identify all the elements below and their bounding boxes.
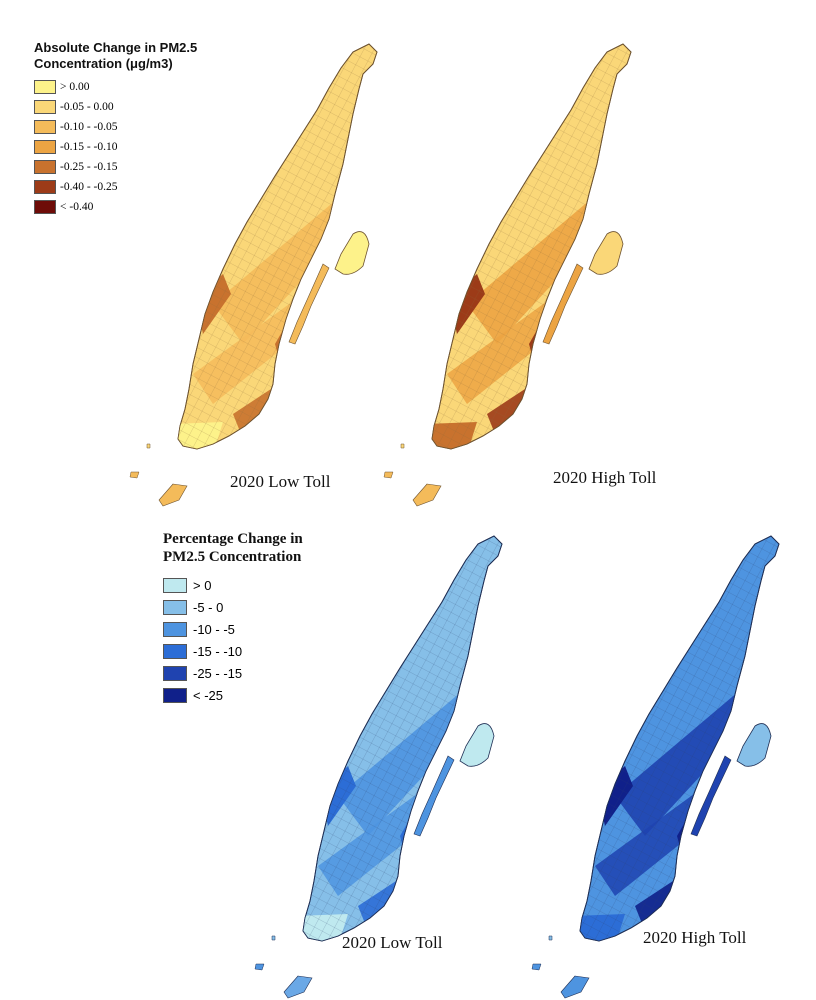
abs-legend-item: -0.15 - -0.10: [34, 137, 197, 157]
island-ellis: [271, 935, 276, 941]
abs-legend-item: > 0.00: [34, 77, 197, 97]
island-roosevelt: [459, 723, 495, 767]
abs-legend-swatch: [34, 100, 56, 115]
pct-legend-swatch: [163, 643, 187, 659]
map-label-pct-high: 2020 High Toll: [643, 928, 747, 947]
island-outline: [302, 535, 503, 942]
abs-legend-label: -0.05 - 0.00: [60, 101, 114, 114]
pct-legend-item: -25 - -15: [163, 662, 303, 684]
island-liberty: [531, 963, 542, 971]
pct-legend-item: -10 - -5: [163, 618, 303, 640]
island-governors: [158, 483, 188, 507]
island-roosevelt: [334, 231, 370, 275]
abs-legend: Absolute Change in PM2.5 Concentration (…: [34, 40, 197, 217]
abs-legend-items: > 0.00 -0.05 - 0.00 -0.10 - -0.05 -0.15 - -…: [34, 77, 197, 217]
map-abs-high-toll: [383, 43, 632, 507]
abs-legend-item: < -0.40: [34, 197, 197, 217]
pct-legend-swatch: [163, 665, 187, 681]
abs-legend-label: -0.10 - -0.05: [60, 121, 118, 134]
pct-legend-label: -10 - -5: [193, 621, 235, 637]
pct-legend-label: -25 - -15: [193, 665, 243, 681]
pct-legend-title-line1: Percentage Change in: [163, 531, 303, 547]
island-roosevelt: [588, 231, 624, 275]
abs-legend-title-line2: Concentration (μg/m3): [34, 55, 173, 71]
island-liberty: [383, 471, 394, 479]
pct-legend-item: > 0: [163, 574, 303, 596]
abs-legend-item: -0.25 - -0.15: [34, 157, 197, 177]
island-liberty: [254, 963, 265, 971]
abs-legend-item: -0.40 - -0.25: [34, 177, 197, 197]
abs-legend-label: > 0.00: [60, 81, 90, 94]
island-strip: [690, 755, 732, 837]
map-label-abs-low: 2020 Low Toll: [230, 472, 331, 491]
pct-legend-swatch: [163, 621, 187, 637]
abs-legend-title: Absolute Change in PM2.5 Concentration (…: [34, 40, 197, 71]
island-roosevelt: [736, 723, 772, 767]
abs-legend-label: -0.15 - -0.10: [60, 141, 118, 154]
pct-legend-label: -15 - -10: [193, 643, 243, 659]
pct-legend-label: -5 - 0: [193, 599, 224, 615]
island-outline: [431, 43, 632, 450]
abs-legend-item: -0.05 - 0.00: [34, 97, 197, 117]
island-strip: [542, 263, 584, 345]
map-pct-low-toll: [254, 535, 503, 999]
island-liberty: [129, 471, 140, 479]
abs-legend-swatch: [34, 200, 56, 215]
island-strip: [413, 755, 455, 837]
island-governors: [412, 483, 442, 507]
pct-legend-label: > 0: [193, 577, 212, 593]
map-label-pct-low: 2020 Low Toll: [342, 933, 443, 952]
map-pct-high-toll: [531, 535, 780, 999]
abs-legend-item: -0.10 - -0.05: [34, 117, 197, 137]
abs-legend-swatch: [34, 140, 56, 155]
pct-legend-label: < -25: [193, 687, 223, 703]
island-outline: [177, 43, 378, 450]
abs-legend-swatch: [34, 80, 56, 95]
pct-legend-item: < -25: [163, 684, 303, 706]
island-strip: [288, 263, 330, 345]
pct-legend-items: > 0 -5 - 0 -10 - -5 -15 - -10 -25 - -15 < -25: [163, 574, 303, 706]
pct-legend-item: -5 - 0: [163, 596, 303, 618]
island-governors: [283, 975, 313, 999]
map-abs-low-toll: [129, 43, 378, 507]
island-ellis: [146, 443, 151, 449]
abs-legend-label: -0.40 - -0.25: [60, 181, 118, 194]
pct-legend-item: -15 - -10: [163, 640, 303, 662]
pct-legend: Percentage Change in PM2.5 Concentration…: [163, 530, 303, 706]
island-outline: [579, 535, 780, 942]
pct-legend-swatch: [163, 577, 187, 593]
abs-legend-swatch: [34, 180, 56, 195]
abs-legend-swatch: [34, 120, 56, 135]
pct-legend-swatch: [163, 599, 187, 615]
abs-legend-title-line1: Absolute Change in PM2.5: [34, 40, 198, 55]
map-label-abs-high: 2020 High Toll: [553, 468, 657, 487]
pct-legend-title-line2: PM2.5 Concentration: [163, 549, 302, 565]
island-ellis: [548, 935, 553, 941]
abs-legend-swatch: [34, 160, 56, 175]
abs-legend-label: -0.25 - -0.15: [60, 161, 118, 174]
abs-legend-label: < -0.40: [60, 201, 94, 214]
island-governors: [560, 975, 590, 999]
pct-legend-title: Percentage Change in PM2.5 Concentration: [163, 530, 303, 566]
pct-legend-swatch: [163, 687, 187, 703]
island-ellis: [400, 443, 405, 449]
